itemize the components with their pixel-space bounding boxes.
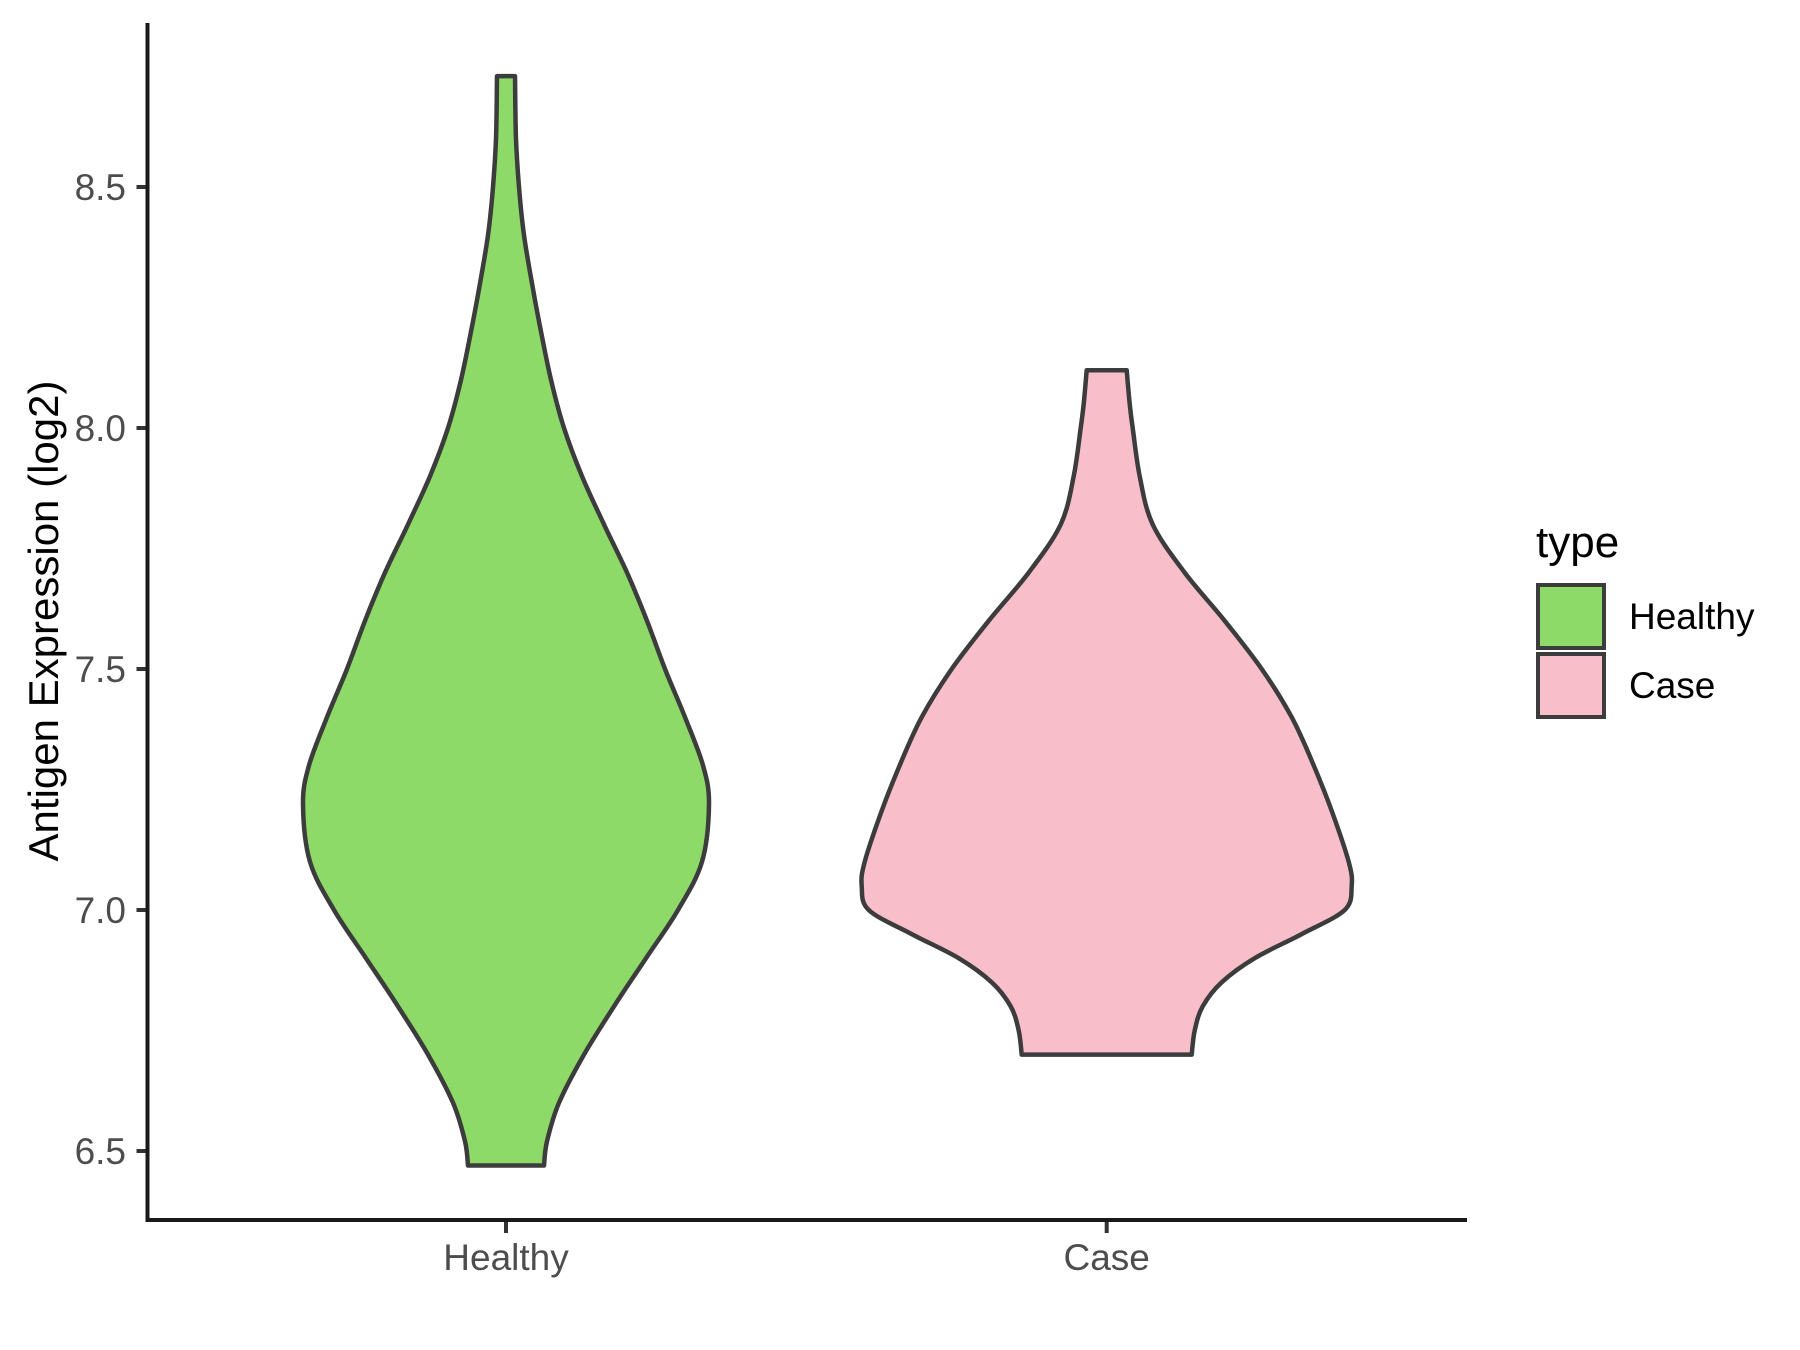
legend-label-healthy: Healthy bbox=[1629, 595, 1755, 637]
legend-label-case: Case bbox=[1629, 664, 1716, 706]
axes-layer: 8.5 8.0 7.5 7.0 6.5 Healthy Case bbox=[75, 23, 1467, 1278]
legend-swatch-healthy bbox=[1536, 583, 1606, 651]
violins-layer bbox=[300, 73, 1355, 1168]
x-tick-label-case: Case bbox=[1064, 1237, 1150, 1278]
x-tick-label-healthy: Healthy bbox=[443, 1237, 569, 1278]
legend-item-case: Case bbox=[1536, 652, 1754, 720]
y-tick-label-7.0: 7.0 bbox=[75, 890, 126, 931]
violin-case bbox=[859, 367, 1355, 1057]
legend: type Healthy Case bbox=[1536, 518, 1755, 721]
legend-swatch-case bbox=[1536, 652, 1606, 720]
y-tick-label-7.5: 7.5 bbox=[75, 649, 126, 690]
y-axis-title: Antigen Expression (log2) bbox=[20, 381, 67, 862]
violin-healthy bbox=[300, 73, 712, 1168]
y-tick-label-8.0: 8.0 bbox=[75, 408, 126, 449]
legend-item-healthy: Healthy bbox=[1536, 583, 1755, 651]
legend-title: type bbox=[1536, 518, 1620, 567]
y-tick-label-6.5: 6.5 bbox=[75, 1131, 126, 1172]
y-tick-label-8.5: 8.5 bbox=[75, 167, 126, 208]
